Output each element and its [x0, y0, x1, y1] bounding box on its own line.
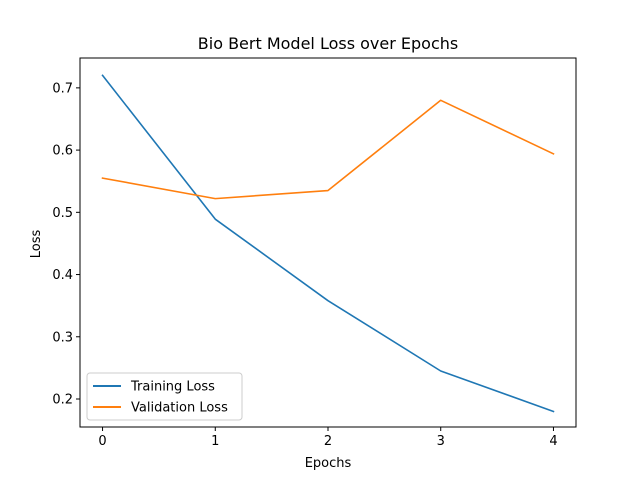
x-tick-label: 0 [98, 434, 106, 449]
series-layer [101, 74, 555, 413]
chart-title: Bio Bert Model Loss over Epochs [198, 34, 458, 53]
series-line-training-loss [101, 74, 555, 413]
y-axis-label: Loss [29, 230, 44, 259]
legend-label-validation-loss: Validation Loss [131, 401, 228, 416]
legend: Training Loss Validation Loss [86, 372, 243, 421]
plot-frame [79, 57, 577, 428]
x-tick-label: 1 [211, 434, 219, 449]
legend-label-training-loss: Training Loss [130, 380, 215, 395]
x-axis: 0 1 2 3 4 [98, 427, 558, 449]
y-tick-label: 0.2 [52, 392, 73, 407]
x-tick-label: 4 [549, 434, 557, 449]
legend-box [86, 372, 243, 421]
y-tick-label: 0.5 [52, 206, 73, 221]
series-line-validation-loss [101, 99, 555, 200]
plot-area [79, 57, 577, 428]
y-tick-label: 0.6 [52, 144, 73, 159]
y-tick-label: 0.4 [52, 268, 73, 283]
x-tick-label: 3 [437, 434, 445, 449]
y-tick-label: 0.3 [52, 330, 73, 345]
y-axis: 0.2 0.3 0.4 0.5 0.6 0.7 [52, 81, 80, 407]
y-tick-label: 0.7 [52, 81, 73, 96]
x-tick-label: 2 [324, 434, 332, 449]
x-axis-label: Epochs [305, 456, 352, 471]
